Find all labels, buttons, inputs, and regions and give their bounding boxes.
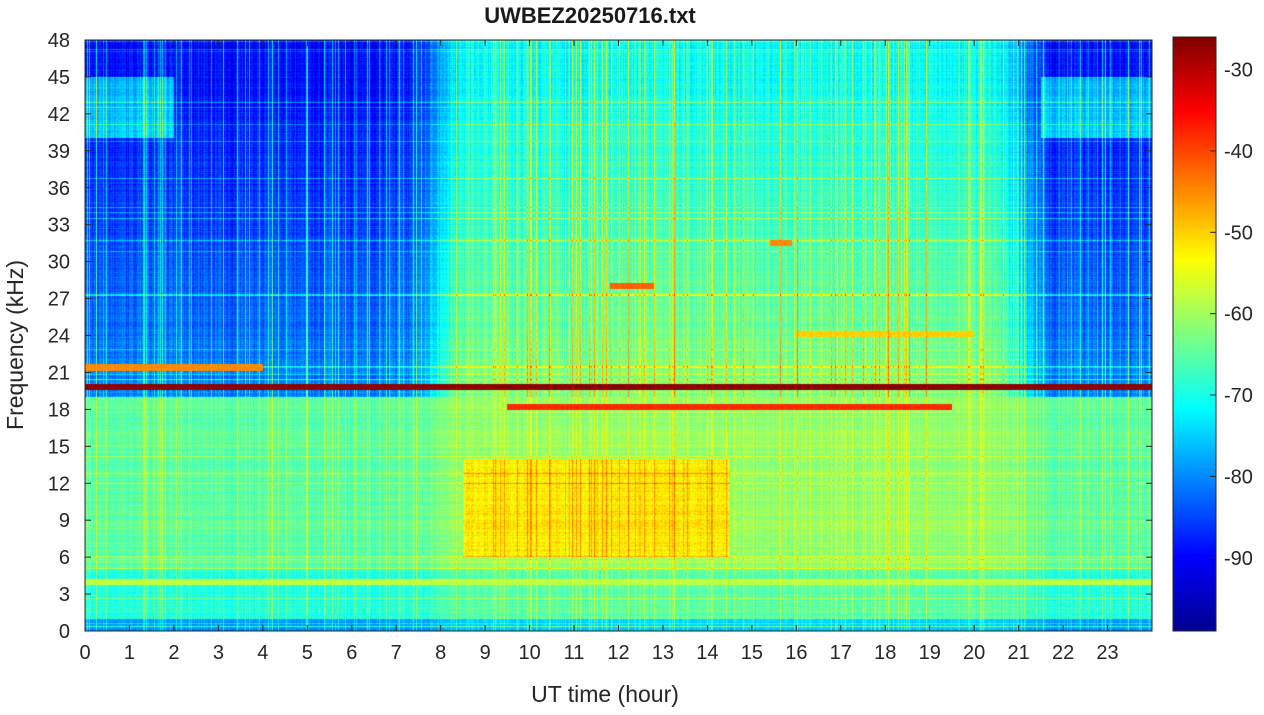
x-tick-label: 22 [1052,642,1074,664]
y-tick-label: 48 [48,30,70,52]
x-tick-label: 14 [696,642,718,664]
x-tick-label: 16 [785,642,807,664]
x-axis: 0 1 2 3 4 5 6 7 8 9 10 11 12 13 14 15 16 17 18 19 20 21 22 23 [79,40,1119,664]
y-tick-label: 3 [59,584,70,606]
x-tick-label: 15 [741,642,763,664]
colorbar-tick-label: -70 [1224,385,1253,407]
x-tick-label: 3 [213,642,224,664]
colorbar-tick-label: -80 [1224,466,1253,488]
y-tick-label: 33 [48,215,70,237]
x-tick-label: 10 [518,642,540,664]
y-tick-label: 24 [48,326,70,348]
x-tick-label: 13 [652,642,674,664]
x-tick-label: 9 [480,642,491,664]
x-tick-label: 18 [874,642,896,664]
y-axis-label: Frequency (kHz) [2,260,28,430]
colorbar-frame [1172,36,1217,632]
x-tick-label: 2 [168,642,179,664]
x-tick-label: 0 [79,642,90,664]
colorbar: -90 -80 -70 -60 -50 -40 -30 [1172,36,1253,632]
y-tick-label: 30 [48,252,70,274]
x-tick-label: 17 [830,642,852,664]
y-tick-label: 27 [48,289,70,311]
x-tick-label: 12 [607,642,629,664]
y-tick-label: 36 [48,178,70,200]
x-axis-label: UT time (hour) [531,681,679,707]
x-tick-label: 23 [1096,642,1118,664]
y-tick-label: 12 [48,473,70,495]
x-tick-label: 4 [257,642,268,664]
x-tick-label: 21 [1008,642,1030,664]
colorbar-tick-label: -40 [1224,141,1253,163]
y-tick-label: 45 [48,67,70,89]
x-tick-label: 19 [919,642,941,664]
chart-title: UWBEZ20250716.txt [484,3,696,28]
y-tick-label: 6 [59,547,70,569]
spectrogram-image [85,40,1152,631]
colorbar-tick-label: -90 [1224,548,1253,570]
colorbar-tick-label: -30 [1224,60,1253,82]
x-tick-label: 8 [435,642,446,664]
y-tick-label: 21 [48,362,70,384]
x-tick-label: 7 [391,642,402,664]
y-tick-label: 18 [48,399,70,421]
x-tick-label: 20 [963,642,985,664]
y-tick-label: 42 [48,104,70,126]
colorbar-tick-label: -50 [1224,222,1253,244]
x-tick-label: 5 [302,642,313,664]
y-tick-label: 39 [48,141,70,163]
y-tick-label: 15 [48,436,70,458]
x-tick-label: 1 [124,642,135,664]
colorbar-gradient [1173,37,1216,631]
y-tick-label: 9 [59,510,70,532]
y-tick-label: 0 [59,621,70,643]
x-tick-label: 6 [346,642,357,664]
spectrogram-plot-area [84,39,1153,632]
x-tick-label: 11 [564,642,585,664]
colorbar-tick-label: -60 [1224,304,1253,326]
colorbar-ticks: -90 -80 -70 -60 -50 -40 -30 [1210,60,1253,570]
